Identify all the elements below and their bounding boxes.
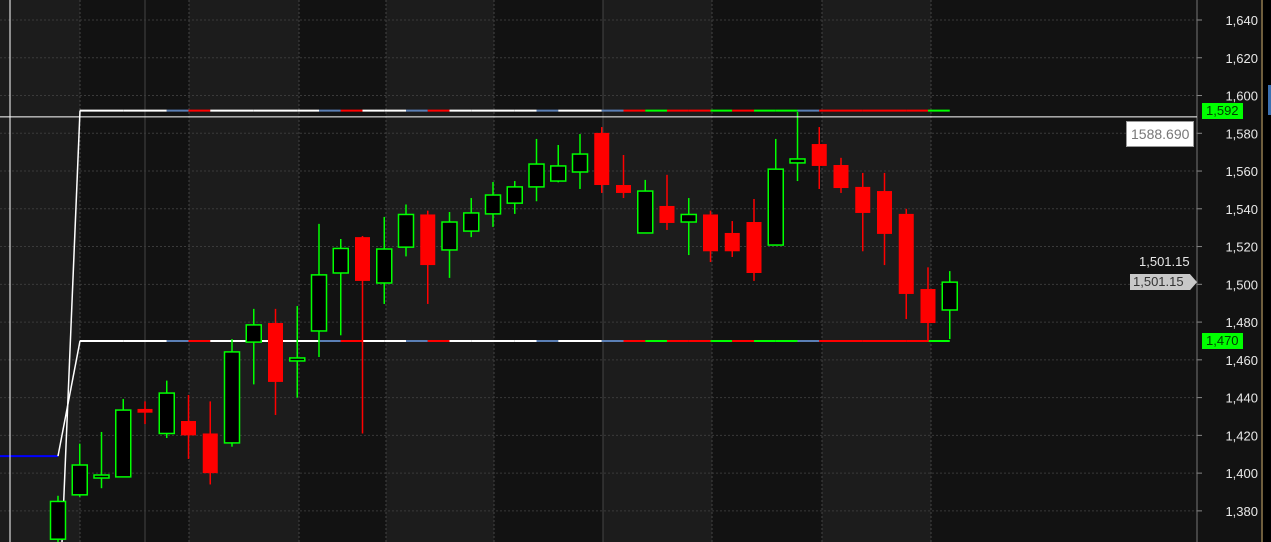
candle-body-down <box>833 164 849 189</box>
candle-body-down <box>659 205 675 223</box>
candle-body-down <box>920 289 936 324</box>
scroll-marker <box>1268 85 1271 115</box>
last-price-text: 1,501.15 <box>1139 254 1190 270</box>
candle-body-up <box>71 464 88 496</box>
candle-body-up <box>289 357 306 362</box>
candle-body-up <box>789 158 806 164</box>
candle-body-down <box>616 185 631 193</box>
candle-body-down <box>746 222 762 273</box>
candle-body-up <box>767 168 784 246</box>
candle-body-down <box>877 191 892 234</box>
y-tick-label: 1,380 <box>1225 504 1258 519</box>
y-tick-label: 1,580 <box>1225 126 1258 141</box>
candle-body-down <box>724 232 740 252</box>
candle-body-down <box>268 323 283 382</box>
y-tick-label: 1,420 <box>1225 428 1258 443</box>
candle-body-down <box>855 186 871 213</box>
crosshair-price-label: 1588.690 <box>1126 120 1195 147</box>
candle-body-up <box>310 274 328 332</box>
candle-body-down <box>898 213 914 294</box>
y-tick-label: 1,480 <box>1225 315 1258 330</box>
y-tick-label: 1,500 <box>1225 277 1258 292</box>
y-tick-label: 1,400 <box>1225 466 1258 481</box>
right-edge <box>1263 0 1271 542</box>
last-price-tag: 1,501.15 <box>1130 274 1190 291</box>
y-tick-label: 1,520 <box>1225 240 1258 255</box>
y-tick-label: 1,440 <box>1225 391 1258 406</box>
candle-body-up <box>463 212 480 232</box>
candle-body-up <box>941 281 958 311</box>
candle-body-up <box>571 153 589 173</box>
background-band <box>0 0 80 542</box>
lower-level-label: 1,470 <box>1202 332 1243 349</box>
candle-body-down <box>355 237 370 281</box>
y-tick-label: 1,560 <box>1225 164 1258 179</box>
candle-body-up <box>115 409 132 478</box>
background-band <box>822 0 931 542</box>
y-tick-label: 1,540 <box>1225 202 1258 217</box>
upper-level-label: 1,592 <box>1202 102 1243 119</box>
y-tick-label: 1,620 <box>1225 51 1258 66</box>
background-band <box>386 0 494 542</box>
candle-body-up <box>441 221 458 251</box>
background-band <box>603 0 712 542</box>
candle-body-up <box>397 213 415 248</box>
candle-body-down <box>202 433 218 474</box>
candle-body-down <box>811 144 827 166</box>
last-price-arrow <box>1190 274 1197 291</box>
candle-body-down <box>594 132 610 186</box>
candle-body-up <box>332 247 349 274</box>
candle-body-up <box>484 194 502 215</box>
candle-body-up <box>376 248 393 284</box>
y-tick-label: 1,640 <box>1225 13 1258 28</box>
candle-body-down <box>181 421 196 436</box>
y-tick-label: 1,460 <box>1225 353 1258 368</box>
candle-body-up <box>158 392 175 435</box>
candle-body-down <box>420 214 436 266</box>
candle-body-up <box>680 213 697 223</box>
candle-body-down <box>137 408 153 413</box>
candle-body-down <box>703 214 718 252</box>
candle-body-up <box>637 190 654 234</box>
candle-body-up <box>245 324 262 343</box>
lower-level-transition <box>57 340 81 457</box>
y-tick-label: 1,600 <box>1225 89 1258 104</box>
candle-body-up <box>223 351 241 444</box>
candle-body-up <box>550 165 567 182</box>
candle-body-up <box>528 163 545 188</box>
candle-body-up <box>506 186 523 204</box>
candle-body-up <box>93 474 110 479</box>
candle-body-up <box>49 500 67 540</box>
upper-level-transition <box>61 110 81 542</box>
